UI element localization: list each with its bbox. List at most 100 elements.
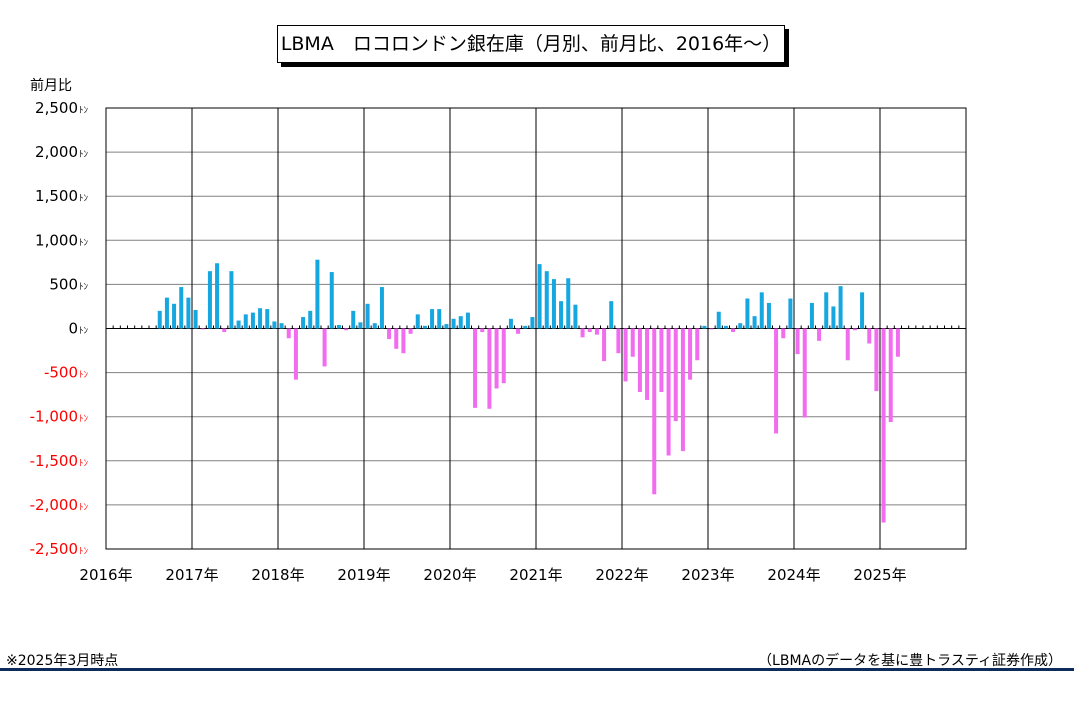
- x-tick-label: 2023年: [681, 566, 734, 584]
- bar-positive: [716, 311, 721, 329]
- bar-negative: [774, 328, 779, 434]
- bar-positive: [172, 303, 177, 329]
- bar-positive: [437, 309, 442, 329]
- bar-positive: [723, 325, 728, 329]
- plot-frame: [105, 107, 967, 550]
- bar-positive: [422, 325, 427, 329]
- bar-positive: [236, 320, 241, 329]
- bar-positive: [551, 279, 556, 329]
- bar-negative: [322, 328, 327, 367]
- footnote: ※2025年3月時点: [6, 653, 119, 669]
- chart-title: LBMA ロコロンドン銀在庫（月別、前月比、2016年～）: [277, 25, 785, 63]
- bar-positive: [301, 317, 306, 329]
- bar-positive: [207, 271, 212, 329]
- bar-negative: [881, 328, 886, 523]
- bar-negative: [652, 328, 657, 495]
- bar-negative: [688, 328, 693, 380]
- bar-positive: [415, 314, 420, 329]
- bar-positive: [315, 259, 320, 329]
- bar-negative: [602, 328, 607, 362]
- bar-positive: [745, 298, 750, 329]
- bar-positive: [258, 308, 263, 329]
- y-tick-unit: ﾄﾝ: [79, 238, 89, 248]
- x-ticks: 2016年 2017年 2018年 2019年 2020年 2021年 2022年 2023年…: [79, 566, 906, 584]
- bar-negative: [623, 328, 628, 382]
- bar-positive: [164, 297, 169, 329]
- bar-positive: [523, 325, 528, 329]
- bar-positive: [365, 303, 370, 329]
- bar-positive: [559, 301, 564, 329]
- bar-negative: [494, 328, 499, 389]
- bar-negative: [845, 328, 850, 361]
- bars: [157, 259, 900, 523]
- bar-negative: [473, 328, 478, 408]
- bar-positive: [530, 317, 535, 329]
- bar-positive: [573, 304, 578, 329]
- bar-negative: [895, 328, 900, 357]
- bar-negative: [817, 328, 822, 341]
- bar-positive: [508, 318, 513, 329]
- bar-positive: [336, 324, 341, 329]
- bar-negative: [680, 328, 685, 452]
- y-tick-unit: ﾄﾝ: [79, 194, 89, 204]
- bar-negative: [587, 328, 592, 333]
- bar-positive: [458, 316, 463, 329]
- bar-positive: [444, 324, 449, 329]
- bar-positive: [265, 309, 270, 329]
- bar-positive: [809, 302, 814, 329]
- y-tick-label: 1,500: [35, 187, 78, 205]
- bar-positive: [308, 310, 313, 329]
- bar-positive: [566, 278, 571, 329]
- x-tick-label: 2018年: [251, 566, 304, 584]
- bar-negative: [659, 328, 664, 393]
- y-tick-unit: ﾄﾝ: [79, 547, 89, 557]
- bar-positive: [465, 312, 470, 329]
- bar-positive: [738, 323, 743, 329]
- bar-negative: [874, 328, 879, 392]
- bar-positive: [193, 309, 198, 329]
- bar-negative: [888, 328, 893, 422]
- x-tick-label: 2024年: [767, 566, 820, 584]
- bar-positive: [272, 321, 277, 329]
- source-note: （LBMAのデータを基に豊トラスティ証券作成）: [758, 653, 1062, 669]
- bar-negative: [487, 328, 492, 409]
- bar-negative: [501, 328, 506, 384]
- bar-negative: [695, 328, 700, 361]
- x-tick-label: 2021年: [509, 566, 562, 584]
- x-tick-label: 2017年: [165, 566, 218, 584]
- y-tick-unit: ﾄﾝ: [79, 282, 89, 292]
- y-tick-label: -1,000: [30, 408, 78, 426]
- bar-positive: [702, 325, 707, 329]
- bar-negative: [795, 328, 800, 355]
- y-tick-unit: ﾄﾝ: [79, 150, 89, 160]
- bar-negative: [293, 328, 298, 380]
- y-tick-label: 1,000: [35, 231, 78, 249]
- bar-negative: [637, 328, 642, 393]
- bar-positive: [831, 306, 836, 329]
- grid: [105, 107, 967, 550]
- y-tick-label: 2,500: [35, 99, 78, 117]
- bar-negative: [408, 328, 413, 334]
- bar-negative: [286, 328, 291, 339]
- bar-positive: [379, 287, 384, 329]
- bar-negative: [616, 328, 621, 354]
- bar-positive: [279, 323, 284, 329]
- bar-positive: [759, 292, 764, 329]
- y-tick-unit: ﾄﾝ: [79, 503, 89, 513]
- bar-positive: [351, 310, 356, 329]
- bar-positive: [358, 322, 363, 329]
- bar-positive: [243, 314, 248, 329]
- bar-positive: [860, 292, 865, 329]
- y-tick-label: -500: [44, 364, 78, 382]
- bar-negative: [673, 328, 678, 422]
- bar-negative: [580, 328, 585, 338]
- x-tick-label: 2025年: [853, 566, 906, 584]
- y-axis-label: 前月比: [30, 77, 72, 94]
- bar-negative: [781, 328, 786, 339]
- bar-negative: [222, 328, 227, 333]
- bar-positive: [186, 297, 191, 329]
- bar-positive: [229, 271, 234, 329]
- y-tick-label: 500: [49, 275, 78, 293]
